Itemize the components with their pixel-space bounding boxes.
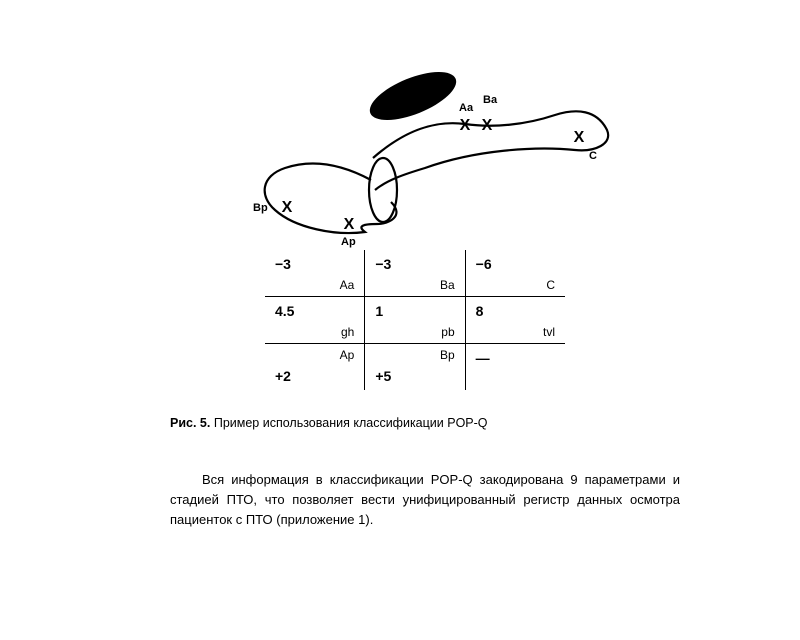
- popq-diagram: X X X X X Aa Ba C Bp Ap: [225, 40, 625, 250]
- cell-lab-gh: gh: [341, 325, 354, 339]
- cell-val-bp: +5: [375, 368, 391, 384]
- cell-lab-c: C: [546, 278, 555, 292]
- popq-grid: −3 Aa −3 Ba −6 C 4.5 gh 1 pb 8 t: [265, 250, 565, 390]
- mark-bp: X: [282, 199, 293, 217]
- cell-val-ap: +2: [275, 368, 291, 384]
- cell-val-tvl: 8: [476, 303, 484, 319]
- caption-label: Рис. 5.: [170, 416, 210, 430]
- cell-lab-aa: Aa: [340, 278, 355, 292]
- body-paragraph: Вся информация в классификации POP-Q зак…: [170, 470, 680, 530]
- label-ap: Ap: [341, 236, 356, 248]
- cell-lab-pb: pb: [441, 325, 454, 339]
- cell-val-pb: 1: [375, 303, 383, 319]
- cell-lab-bp: Bp: [440, 348, 455, 362]
- cell-val-dash: —: [476, 350, 490, 366]
- label-c: C: [589, 150, 597, 162]
- body-paragraph-text: Вся информация в классификации POP-Q зак…: [170, 472, 680, 527]
- diagram-svg: [225, 40, 625, 250]
- caption-text: Пример использования классификации POP-Q: [214, 416, 488, 430]
- figure-caption: Рис. 5. Пример использования классификац…: [170, 416, 680, 430]
- mark-ap: X: [344, 216, 355, 234]
- cell-val-aa: −3: [275, 256, 291, 272]
- cell-val-ba: −3: [375, 256, 391, 272]
- cell-lab-tvl: tvl: [543, 325, 555, 339]
- label-ba: Ba: [483, 94, 497, 106]
- label-bp: Bp: [253, 202, 268, 214]
- cell-val-c: −6: [476, 256, 492, 272]
- hymen-ring: [369, 158, 397, 222]
- figure-page: X X X X X Aa Ba C Bp Ap −3 Aa −3 Ba −6 C: [170, 40, 680, 530]
- cell-lab-ba: Ba: [440, 278, 455, 292]
- mark-ba: X: [482, 117, 493, 135]
- mark-aa: X: [460, 117, 471, 135]
- mark-c: X: [574, 129, 585, 147]
- cell-lab-ap: Ap: [340, 348, 355, 362]
- filled-ellipse: [364, 62, 463, 130]
- label-aa: Aa: [459, 102, 473, 114]
- cell-val-gh: 4.5: [275, 303, 294, 319]
